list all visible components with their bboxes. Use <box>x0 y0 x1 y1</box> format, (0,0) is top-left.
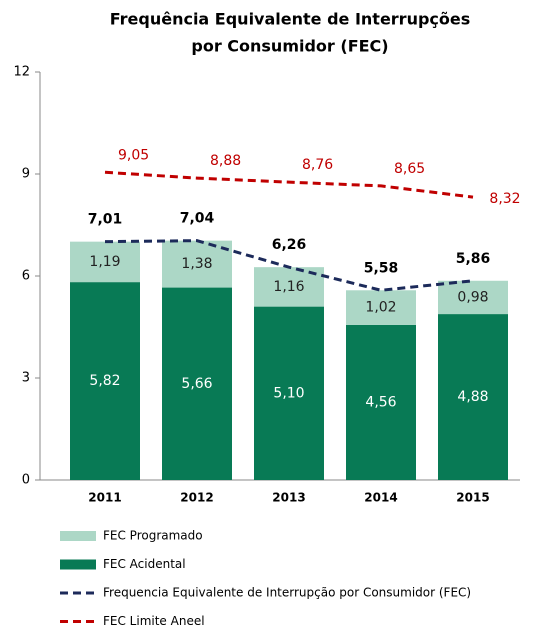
bar-segment <box>162 240 232 288</box>
legend-label: Frequencia Equivalente de Interrupção po… <box>103 586 471 600</box>
chart-title: por Consumidor (FEC) <box>191 37 388 56</box>
bar-value-label: 1,38 <box>181 256 212 272</box>
line-value-label: 9,05 <box>118 147 149 163</box>
bar-segment <box>162 287 232 480</box>
line-value-label: 8,32 <box>489 191 520 207</box>
bar-segment <box>70 282 140 480</box>
x-tick-label: 2014 <box>364 491 397 505</box>
bar-value-label: 5,66 <box>181 376 212 392</box>
line-value-label: 7,04 <box>180 211 215 227</box>
bar-segment <box>438 314 508 480</box>
line-value-label: 8,88 <box>210 153 241 169</box>
y-tick-label: 6 <box>22 269 30 284</box>
y-tick-label: 0 <box>22 473 30 488</box>
bar-value-label: 1,19 <box>89 254 120 270</box>
line-value-label: 5,58 <box>364 260 399 276</box>
bar-segment <box>346 290 416 325</box>
y-tick-label: 12 <box>13 65 30 80</box>
y-tick-label: 9 <box>22 167 30 182</box>
bar-segment <box>438 280 508 315</box>
line-value-label: 8,76 <box>302 157 333 173</box>
legend-label: FEC Programado <box>103 529 203 543</box>
line-series <box>104 170 474 199</box>
chart-title: Frequência Equivalente de Interrupções <box>110 10 471 29</box>
legend-swatch <box>60 531 96 541</box>
line-value-label: 8,65 <box>394 161 425 177</box>
line-value-label: 5,86 <box>456 251 491 267</box>
line-value-label: 6,26 <box>272 237 307 253</box>
bar-value-label: 1,16 <box>273 279 304 295</box>
line-value-label: 7,01 <box>88 212 123 228</box>
bar-value-label: 4,56 <box>365 394 396 410</box>
bar-segment <box>346 324 416 480</box>
bar-segment <box>70 241 140 283</box>
bar-value-label: 4,88 <box>457 389 488 405</box>
x-tick-label: 2015 <box>456 491 489 505</box>
legend-label: FEC Acidental <box>103 557 186 571</box>
y-tick-label: 3 <box>22 371 30 386</box>
legend-label: FEC Limite Aneel <box>103 614 205 627</box>
line-series <box>104 239 474 292</box>
bar-value-label: 1,02 <box>365 300 396 316</box>
bar-value-label: 5,82 <box>89 373 120 389</box>
x-tick-label: 2012 <box>180 491 213 505</box>
legend-swatch <box>60 559 96 570</box>
bar-value-label: 5,10 <box>273 385 304 401</box>
x-tick-label: 2011 <box>88 491 121 505</box>
bar-value-label: 0,98 <box>457 289 488 305</box>
bar-segment <box>254 306 324 480</box>
x-tick-label: 2013 <box>272 491 305 505</box>
